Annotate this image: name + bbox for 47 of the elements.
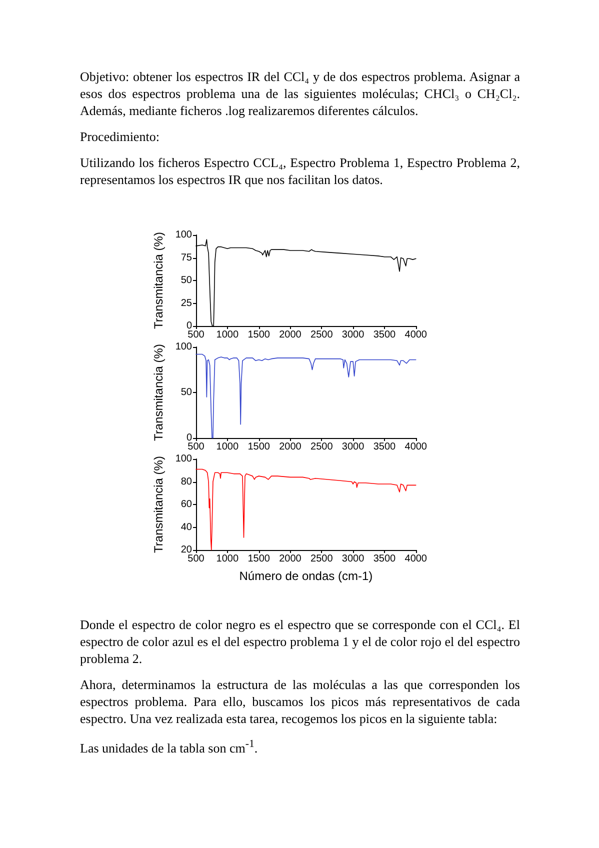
x-tick-label: 500	[188, 442, 205, 452]
text: Utilizando los ficheros Espectro CCL₄, Espectro Problema 1, Espectro Problema 2, representamos los espectros IR que nos facilitan los datos.	[80, 154, 520, 188]
y-tick-label: 60	[180, 499, 192, 510]
x-tick-label: 2000	[279, 442, 302, 452]
text: Donde el espectro de color negro es el espectro que se corresponde con el CCl₄. El espectro de color azul es el del espectro problema 1 y el de color rojo el del espectro problema 2.	[80, 616, 520, 667]
x-tick-label: 3500	[373, 330, 396, 340]
y-tick-label: 50	[180, 387, 192, 398]
y-tick-label: 100	[175, 342, 192, 352]
x-tick-label: 500	[188, 554, 205, 564]
text: Las unidades de la tabla son cm$^{-1}$.	[80, 737, 259, 756]
y-tick-label: 25	[180, 298, 192, 309]
x-tick-label: 2000	[279, 330, 302, 340]
x-tick-label: 2500	[310, 554, 334, 564]
x-tick-label: 4000	[404, 442, 428, 452]
y-tick-label: 0	[186, 320, 192, 332]
y-tick-label: 20	[180, 544, 192, 556]
x-tick-label: 1500	[248, 442, 270, 452]
x-tick-label: 3500	[373, 554, 396, 564]
x-tick-label: 1000	[216, 442, 239, 452]
y-tick-label: 80	[180, 476, 192, 488]
text: Objetivo: obtener los espectros IR del CCl₄ y de dos espectros problema. Asignar a esos dos espectros problema una de las siguientes moléculas; CHCl₃ o CH₂Cl₂. Además, mediante ficheros .log realizaremos diferentes cálculos.	[80, 68, 520, 119]
x-tick-label: 1500	[248, 554, 270, 564]
x-tick-label: 500	[188, 330, 205, 340]
x-tick-label: 3000	[342, 554, 365, 564]
x-tick-label: 2500	[310, 442, 334, 452]
x-tick-label: 3500	[373, 442, 396, 452]
y-axis-title: Transmitancia (%)	[151, 456, 166, 553]
y-tick-label: 75	[180, 252, 192, 264]
y-tick-label: 100	[175, 454, 192, 464]
x-tick-label: 2000	[279, 554, 302, 564]
text: Ahora, determinamos la estructura de las moléculas a las que corresponden los espectros problema. Para ello, buscamos los picos más representativos de cada espectro. Una vez realizada esta tarea, recogemos los picos en la siguiente tabla:	[80, 676, 520, 727]
x-tick-label: 1500	[248, 330, 270, 340]
y-axis-title: Transmitancia (%)	[151, 344, 166, 441]
y-axis-title: Transmitancia (%)	[151, 232, 166, 329]
x-tick-label: 1000	[216, 554, 239, 564]
x-tick-label: 4000	[404, 330, 428, 340]
x-tick-label: 3000	[342, 330, 365, 340]
y-tick-label: 40	[180, 522, 192, 533]
x-tick-label: 4000	[404, 554, 428, 564]
y-tick-label: 0	[186, 432, 192, 444]
x-axis-title: Número de ondas (cm-1)	[239, 569, 373, 583]
x-tick-label: 3000	[342, 442, 365, 452]
y-tick-label: 50	[180, 275, 192, 286]
text: Procedimiento:	[80, 128, 160, 145]
x-tick-label: 1000	[216, 330, 239, 340]
x-tick-label: 2500	[310, 330, 334, 340]
y-tick-label: 100	[175, 230, 192, 240]
